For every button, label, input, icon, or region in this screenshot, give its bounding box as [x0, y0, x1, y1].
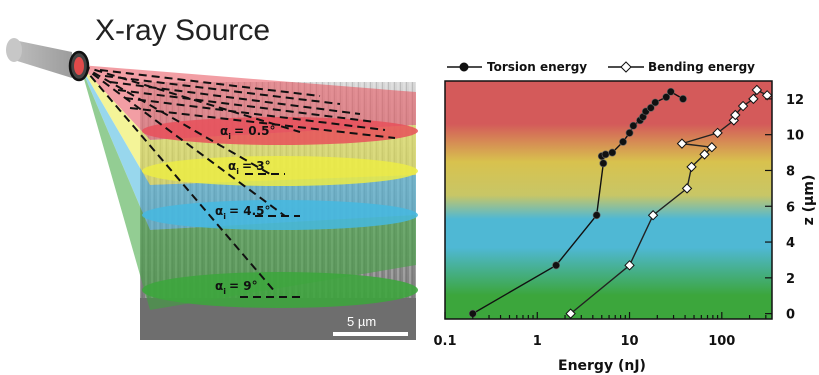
plane-green	[142, 272, 418, 308]
svg-text:αi= 4.5°: αi = 4.5°	[215, 204, 271, 221]
y-tick-label: 6	[786, 200, 795, 215]
torsion-point	[651, 98, 660, 107]
bending-point	[647, 210, 659, 221]
bending-point	[751, 84, 763, 96]
y-tick-label: 12	[786, 93, 804, 108]
energy-chart: 0.1 1 10 100 0 2 4 6 8 10 12 Energy (nJ) z (µm) To…	[433, 60, 817, 374]
bending-point	[565, 308, 576, 319]
bending-point	[748, 93, 759, 105]
bending-point	[699, 149, 710, 160]
torsion-point	[608, 148, 617, 157]
torsion-point	[666, 87, 675, 96]
legend-torsion-label: Torsion energy	[487, 60, 587, 74]
xray-diagram: X-ray Source αi = 0.5° αi = 3° αi = 4.5° αi…	[6, 14, 418, 340]
torsion-point	[662, 93, 671, 102]
scale-bar-label: 5 µm	[347, 314, 376, 329]
xray-source-icon	[6, 38, 90, 82]
x-tick-label: 1	[533, 334, 542, 349]
bending-point	[712, 127, 723, 139]
torsion-point	[646, 103, 655, 112]
beam-dashes	[81, 65, 396, 298]
plane-red	[142, 117, 418, 145]
plane-label-0: αi = 0.5°	[220, 124, 276, 141]
bending-point	[686, 161, 697, 173]
torsion-point	[552, 261, 561, 270]
diagram-title: X-ray Source	[95, 14, 270, 47]
plane-blue	[142, 200, 418, 230]
x-axis-title: Energy (nJ)	[558, 358, 646, 374]
legend-bending-label: Bending energy	[648, 60, 755, 74]
plane-label-2: αi = 4.5°	[215, 204, 271, 221]
torsion-point	[625, 128, 634, 137]
svg-text:αi= 3°: αi = 3°	[228, 159, 271, 176]
bending-point	[676, 138, 688, 149]
y-tick-label: 8	[786, 164, 795, 179]
legend: Torsion energy Bending energy	[447, 60, 755, 74]
bending-point	[761, 90, 772, 101]
plane-label-3: αi = 9°	[215, 279, 258, 296]
x-tick-label: 10	[620, 334, 638, 349]
bending-point	[706, 142, 718, 153]
svg-text:αi= 0.5°: αi = 0.5°	[220, 124, 276, 141]
svg-text:αi= 9°: αi = 9°	[215, 279, 258, 296]
bending-point	[737, 100, 749, 112]
plot-background	[445, 81, 772, 319]
plane-yellow	[142, 156, 418, 186]
series-layer	[468, 84, 772, 319]
torsion-point	[619, 137, 627, 146]
legend-torsion-marker	[459, 62, 469, 72]
x-tick-label: 0.1	[433, 334, 456, 349]
y-tick-label: 0	[786, 308, 795, 323]
torsion-point	[599, 159, 608, 168]
y-tick-label: 4	[786, 236, 795, 251]
planes	[142, 117, 418, 308]
scale-bar: 5 µm	[333, 314, 408, 336]
x-tick-label: 100	[708, 334, 735, 349]
y-tick-label: 10	[786, 129, 804, 144]
torsion-point	[592, 211, 601, 220]
y-tick-label: 2	[786, 272, 795, 287]
ticks-layer: 0.1 1 10 100 0 2 4 6 8 10 12	[433, 93, 804, 349]
torsion-point	[629, 121, 638, 130]
bending-point	[624, 260, 635, 271]
bending-point	[730, 109, 741, 121]
plane-label-1: αi = 3°	[228, 159, 271, 176]
torsion-point	[679, 94, 687, 103]
y-axis-title: z (µm)	[801, 175, 817, 226]
torsion-point	[601, 150, 610, 159]
bending-point	[681, 183, 693, 194]
legend-bending-marker	[620, 61, 632, 73]
